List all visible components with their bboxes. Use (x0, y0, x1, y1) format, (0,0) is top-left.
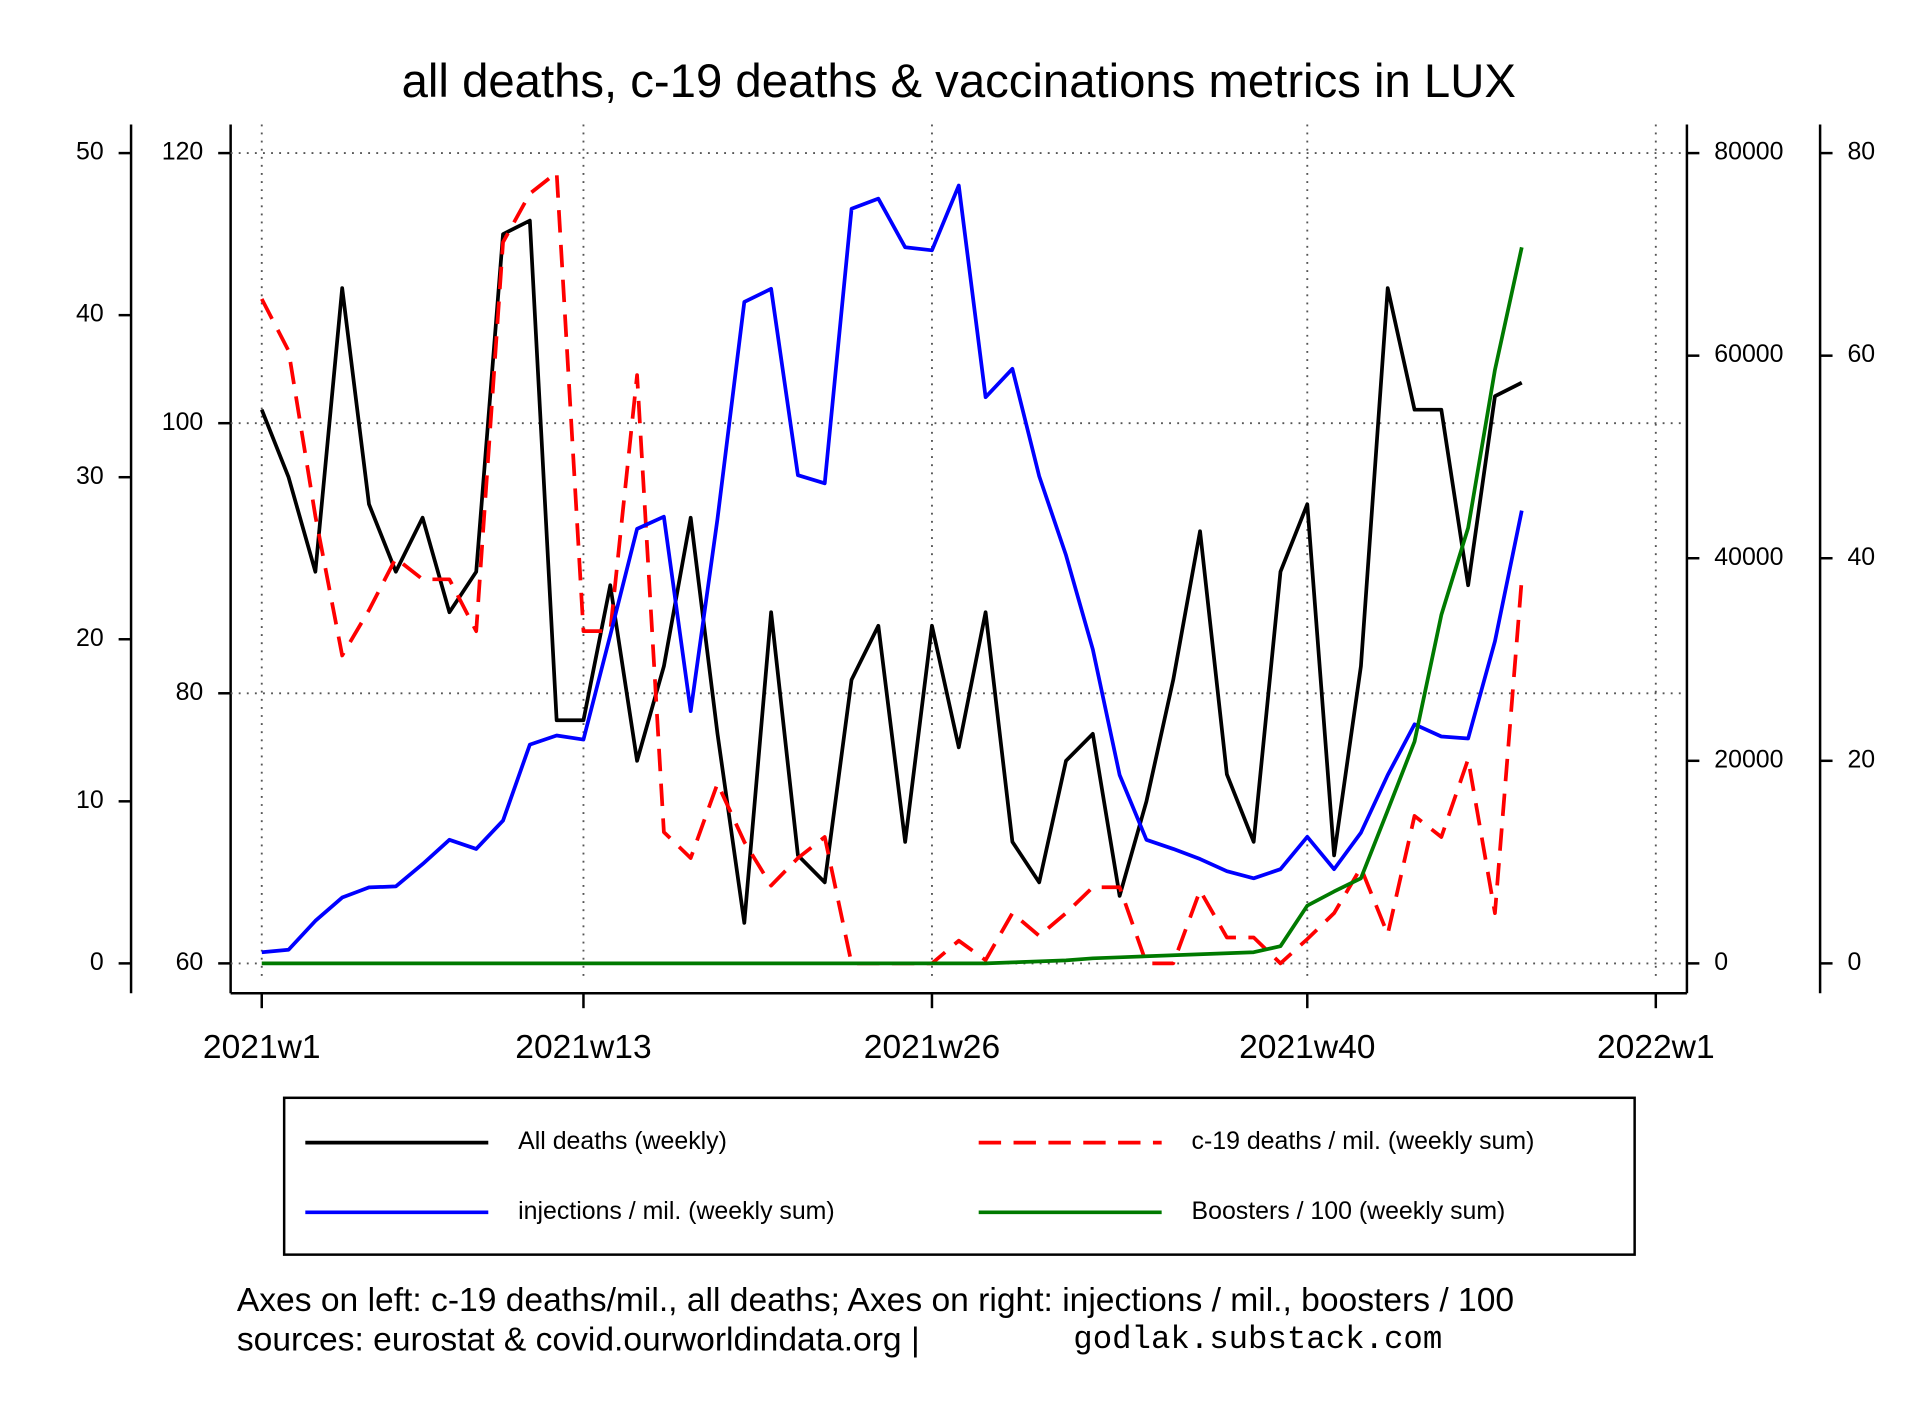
y-tick-label: 80 (176, 678, 204, 706)
y-tick-label: 40000 (1714, 543, 1783, 571)
y-tick-label: 20 (1847, 745, 1875, 773)
y-tick-label: 120 (162, 138, 204, 166)
y-tick-label: 0 (1714, 948, 1728, 976)
y-tick-label: 60 (176, 948, 204, 976)
series-line (261, 183, 1524, 955)
x-tick-label: 2021w1 (203, 1029, 321, 1066)
y-tick-label: 20000 (1714, 745, 1783, 773)
series-line (260, 170, 1524, 966)
x-tick-label: 2022w1 (1597, 1029, 1715, 1066)
y-tick-label: 10 (76, 786, 104, 814)
y-tick-label: 60000 (1714, 340, 1783, 368)
caption: Axes on left: c-19 deaths/mil., all deat… (237, 1282, 1514, 1319)
y-tick-label: 60 (1847, 340, 1875, 368)
legend-label: Boosters / 100 (weekly sum) (1192, 1197, 1506, 1225)
y-tick-label: 50 (76, 138, 104, 166)
y-tick-label: 40 (76, 300, 104, 328)
chart-title: all deaths, c-19 deaths & vaccinations m… (402, 55, 1516, 108)
y-tick-label: 0 (1847, 948, 1861, 976)
x-tick-label: 2021w40 (1239, 1029, 1375, 1066)
x-tick-label: 2021w26 (864, 1029, 1000, 1066)
series-line (260, 218, 1523, 925)
legend-box (282, 1096, 1636, 1256)
y-tick-label: 100 (162, 408, 204, 436)
sources: sources: eurostat & covid.ourworldindata… (237, 1322, 920, 1359)
y-tick-label: 30 (76, 462, 104, 490)
x-tick-label: 2021w13 (515, 1029, 651, 1066)
y-tick-label: 0 (90, 948, 104, 976)
y-tick-label: 80000 (1714, 138, 1783, 166)
legend-label: All deaths (weekly) (518, 1127, 727, 1155)
credit: godlak.substack.com (1073, 1321, 1442, 1358)
series-line (261, 246, 1524, 966)
legend-label: c-19 deaths / mil. (weekly sum) (1192, 1127, 1535, 1155)
y-tick-label: 40 (1847, 543, 1875, 571)
legend-label: injections / mil. (weekly sum) (518, 1197, 835, 1225)
y-tick-label: 80 (1847, 138, 1875, 166)
y-tick-label: 20 (76, 624, 104, 652)
